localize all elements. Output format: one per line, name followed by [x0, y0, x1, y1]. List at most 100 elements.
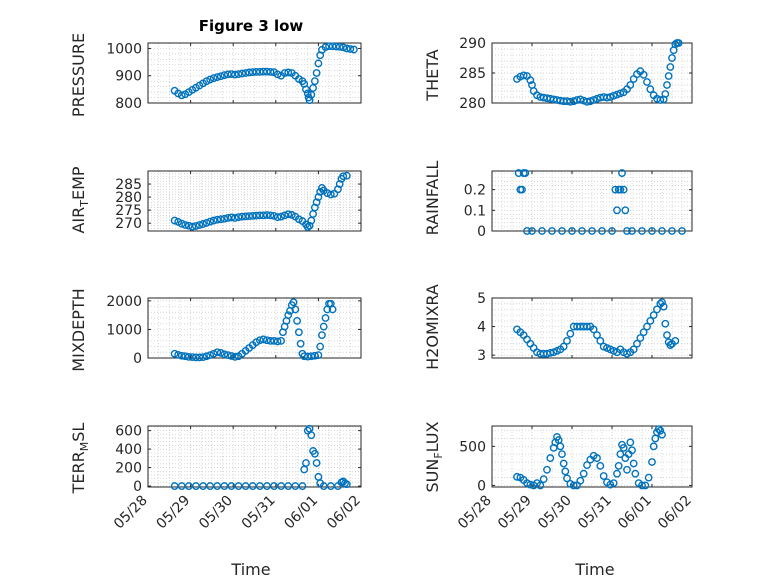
data-series: [170, 298, 337, 362]
y-tick-label: 0: [133, 479, 142, 495]
data-point: [238, 212, 246, 221]
data-point: [583, 461, 591, 470]
y-axis-label: TERRMSL: [69, 423, 91, 495]
y-axis-label: SUNFLUX: [423, 421, 445, 492]
data-point: [668, 227, 676, 235]
data-point: [206, 482, 215, 490]
data-point: [613, 469, 621, 478]
y-tick-label: 0.2: [464, 183, 486, 199]
data-point: [558, 450, 566, 459]
data-point: [284, 482, 293, 490]
y-axis-label: H2OMIXRA: [423, 284, 442, 370]
data-point: [628, 446, 636, 455]
data-point: [325, 42, 333, 51]
data-point: [206, 217, 215, 226]
data-series: [513, 298, 680, 358]
data-point: [312, 69, 321, 77]
data-point: [641, 481, 650, 490]
y-tick-label: 290: [459, 36, 486, 52]
data-series: [170, 42, 358, 105]
data-point: [646, 316, 655, 325]
data-point: [263, 67, 271, 76]
data-point: [568, 227, 576, 235]
data-point: [277, 212, 286, 221]
data-point: [626, 438, 635, 447]
data-point: [227, 213, 236, 222]
data-point: [266, 211, 275, 220]
data-point: [639, 70, 648, 79]
data-point: [661, 319, 670, 328]
data-point: [259, 335, 268, 344]
data-point: [206, 75, 215, 84]
data-point: [653, 305, 661, 314]
data-point: [238, 69, 246, 78]
data-point: [316, 342, 325, 351]
data-point: [631, 469, 640, 478]
data-point: [293, 316, 301, 325]
data-point: [628, 227, 636, 235]
data-point: [303, 352, 312, 361]
data-point: [181, 221, 190, 229]
data-point: [174, 350, 183, 359]
data-point: [184, 482, 193, 490]
data-point: [270, 336, 278, 345]
data-point: [583, 97, 591, 106]
data-point: [266, 68, 275, 76]
data-point: [559, 342, 568, 351]
data-point: [648, 458, 656, 466]
data-point: [248, 68, 257, 77]
data-point: [588, 227, 596, 235]
data-point: [184, 352, 193, 361]
data-point: [266, 336, 275, 345]
data-point: [310, 351, 319, 360]
data-point: [618, 169, 626, 177]
data-point: [342, 480, 351, 489]
data-point: [339, 43, 348, 52]
y-tick-label: 500: [459, 439, 486, 455]
axes-box: [147, 42, 362, 104]
data-point: [181, 352, 190, 361]
data-point: [177, 351, 186, 360]
data-point: [248, 482, 257, 490]
axes-box: [147, 425, 362, 488]
data-point: [563, 474, 571, 483]
data-point: [616, 185, 625, 194]
data-point: [658, 430, 666, 439]
y-tick-label: 0: [477, 224, 486, 240]
x-axis-label-right: Time: [574, 560, 614, 579]
data-point: [659, 302, 668, 311]
data-point: [223, 351, 232, 360]
data-point: [649, 311, 658, 320]
data-point: [209, 216, 218, 225]
data-point: [223, 214, 232, 222]
data-point: [558, 227, 566, 235]
data-point: [245, 212, 254, 221]
data-point: [318, 331, 326, 340]
data-point: [619, 443, 628, 452]
data-point: [223, 70, 232, 79]
data-point: [633, 339, 641, 348]
y-axis-label: THETA: [423, 49, 442, 101]
data-point: [199, 353, 207, 362]
data-point: [566, 329, 575, 338]
subplot-theta: 280 285 290 THETA: [423, 36, 693, 112]
data-point: [184, 221, 193, 230]
data-point: [314, 59, 323, 68]
data-point: [294, 328, 303, 337]
data-point: [566, 97, 575, 106]
data-point: [639, 328, 648, 337]
data-point: [342, 171, 351, 180]
data-point: [220, 71, 229, 80]
figure-title: Figure 3 low: [199, 17, 304, 35]
data-point: [280, 211, 289, 220]
data-series: [513, 39, 683, 106]
data-point: [674, 39, 683, 47]
data-point: [195, 221, 204, 229]
data-point: [231, 70, 239, 79]
data-point: [302, 459, 310, 467]
data-point: [613, 206, 621, 215]
y-axis-label: PRESSURE: [69, 33, 88, 117]
